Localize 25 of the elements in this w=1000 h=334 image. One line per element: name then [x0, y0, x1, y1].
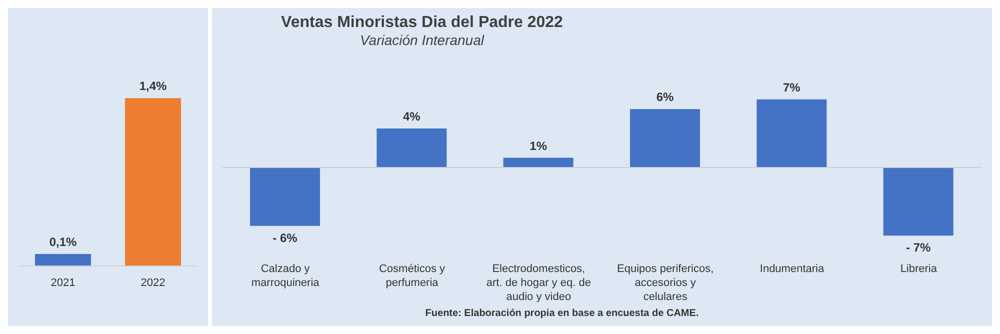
- data-label: 7%: [782, 80, 801, 94]
- chart-title: Ventas Minoristas Dia del Padre 2022: [280, 14, 564, 32]
- bar: [883, 168, 954, 236]
- x-tick-label: Electrodomesticos, art. de hogar y eq. de audio y video: [486, 263, 591, 303]
- data-label: 0,1%: [49, 235, 77, 250]
- x-tick-label: Calzado y marroquineria: [251, 263, 320, 289]
- x-tick-label: Cosméticos y perfumeria: [378, 263, 446, 289]
- x-tick-label: Equipos perifericos, accesorios y celulares: [617, 263, 714, 303]
- source-note: Fuente: Elaboración propia en base a encuesta de CAME.: [424, 308, 700, 319]
- bar: [376, 128, 447, 168]
- x-tick-label: 2022: [140, 277, 166, 289]
- x-tick-label: 2021: [50, 277, 76, 289]
- data-label: 6%: [656, 90, 674, 104]
- bar: [250, 168, 320, 226]
- data-label: - 6%: [272, 230, 298, 245]
- bar: [503, 158, 574, 168]
- x-tick-label: Libreria: [900, 263, 938, 275]
- data-label: - 7%: [906, 240, 931, 255]
- bar: [756, 99, 827, 168]
- data-label: 4%: [402, 110, 421, 124]
- bar: [630, 109, 700, 168]
- chart-subtitle: Variación Interanual: [358, 32, 486, 48]
- x-tick-label: Indumentaria: [760, 263, 825, 275]
- data-label: 1%: [530, 138, 548, 153]
- data-label: 1,4%: [139, 79, 167, 94]
